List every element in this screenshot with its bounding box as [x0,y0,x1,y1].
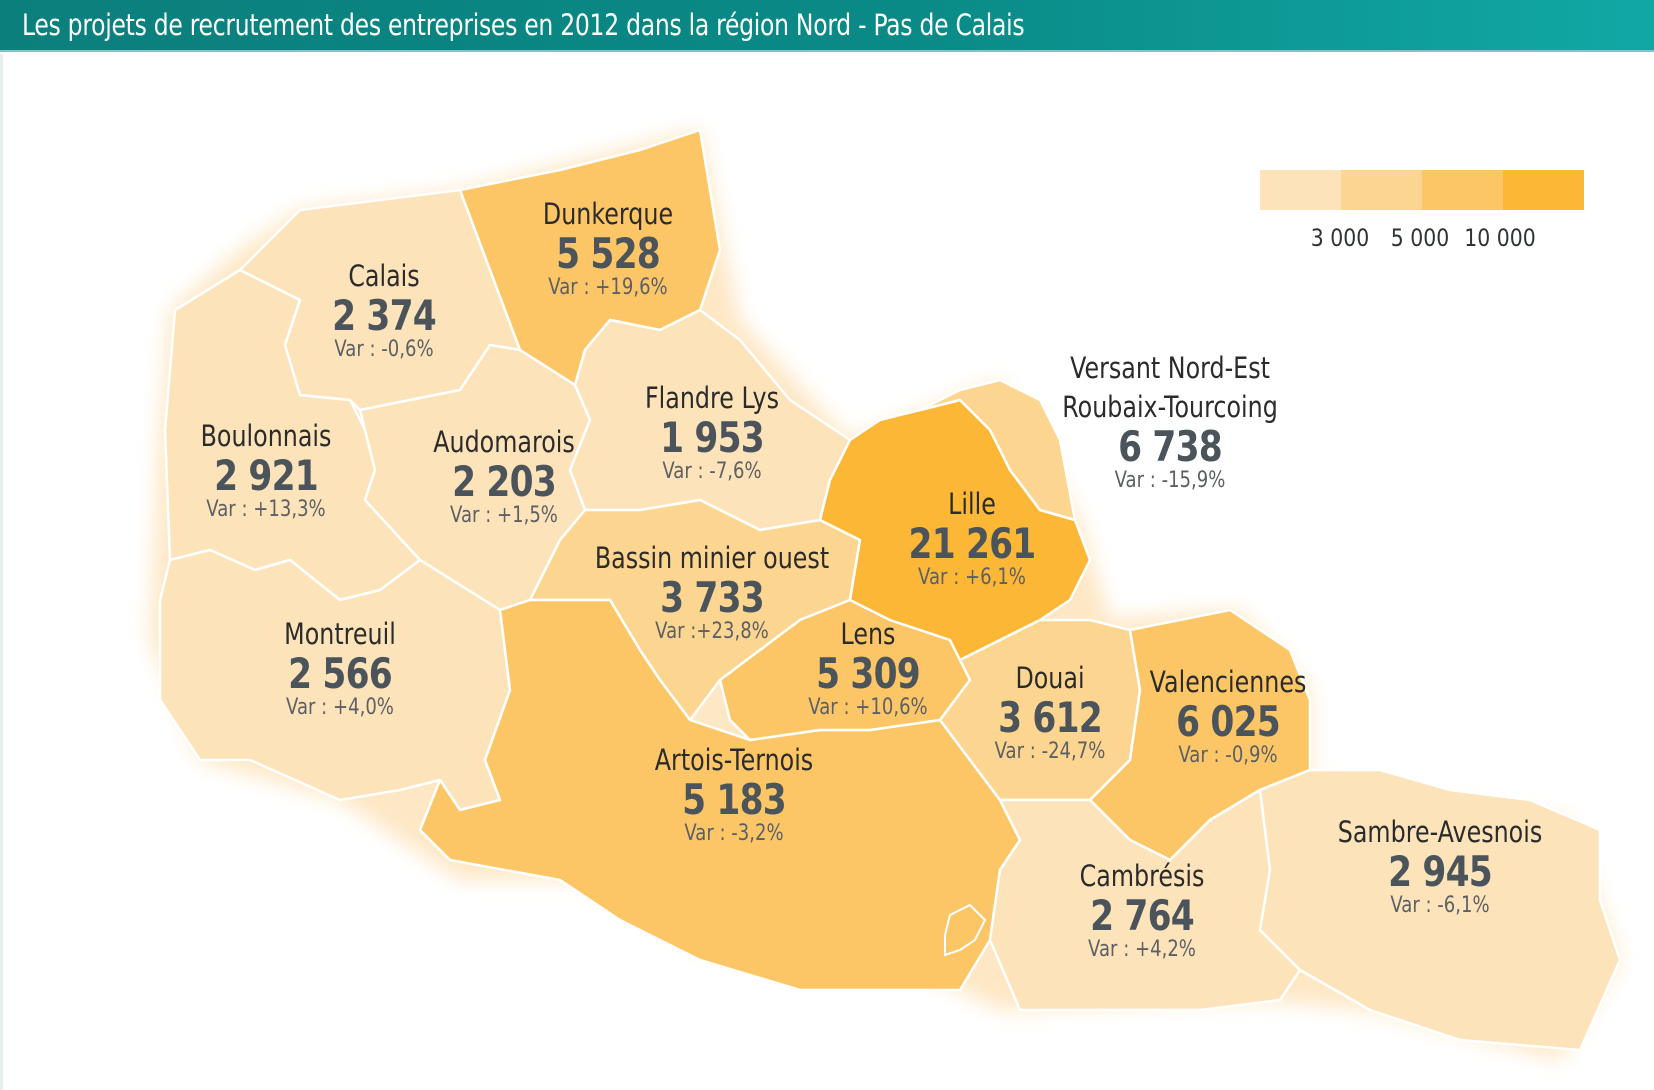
legend-color-scale [1260,170,1584,210]
region-variation: Var : +1,5% [450,503,558,528]
enclave-shape [944,903,987,957]
region-name: Boulonnais [200,419,332,453]
region-name: Cambrésis [1079,859,1205,893]
left-border [0,54,3,1090]
label-calais: Calais 2 374 Var : -0,6% [321,262,448,361]
legend-swatch-4 [1503,170,1584,210]
legend-swatch-2 [1341,170,1422,210]
region-value: 6 025 [1176,697,1281,746]
region-variation: Var : +10,6% [808,695,928,720]
region-name: Flandre Lys [644,381,780,415]
region-variation: Var : +19,6% [548,275,668,300]
legend-tick-3000: 3 000 [1310,224,1370,252]
region-variation: Var : -15,9% [1114,468,1226,493]
page-title: Les projets de recrutement des entrepris… [22,8,1025,42]
region-value: 5 528 [556,229,661,278]
region-name: Audomarois [433,425,575,459]
region-variation: Var : -0,9% [1178,743,1278,768]
region-name: Dunkerque [542,197,674,231]
label-cambresis: Cambrésis 2 764 Var : +4,2% [1066,862,1218,961]
label-versant-nord-est: Versant Nord-Est Roubaix-Tourcoing 6 738… [1039,354,1302,492]
region-variation: Var : -0,6% [334,337,434,362]
region-value: 5 183 [682,775,787,824]
region-variation: Var : -7,6% [662,459,762,484]
region-value: 21 261 [908,519,1037,568]
region-name: Valenciennes [1149,665,1307,699]
region-name: Lille [948,487,996,521]
label-audomarois: Audomarois 2 203 Var : +1,5% [418,428,591,527]
legend: 3 000 5 000 10 000 [1260,170,1584,254]
region-name: Artois-Ternois [654,743,814,777]
label-sambre-avesnois: Sambre-Avesnois 2 945 Var : -6,1% [1315,818,1564,917]
label-valenciennes: Valenciennes 6 025 Var : -0,9% [1132,668,1323,767]
region-value: 3 612 [998,693,1103,742]
region-name-line1: Versant Nord-Est [1070,351,1270,385]
region-versant-nord-est[interactable] [918,378,1077,522]
region-value: 5 309 [816,649,921,698]
region-variation: Var : +4,2% [1088,937,1196,962]
label-boulonnais: Boulonnais 2 921 Var : +13,3% [186,422,346,521]
region-value: 2 374 [332,291,437,340]
region-value: 6 738 [1118,422,1223,471]
region-value: 2 203 [452,457,557,506]
title-bar: Les projets de recrutement des entrepris… [0,0,1654,52]
region-value: 2 921 [214,451,319,500]
label-montreuil: Montreuil 2 566 Var : +4,0% [272,620,408,719]
region-value: 1 953 [660,413,765,462]
region-variation: Var : +6,1% [918,565,1026,590]
region-value: 2 764 [1090,891,1195,940]
region-name: Sambre-Avesnois [1337,815,1543,849]
legend-tick-5000: 5 000 [1390,224,1450,252]
region-value: 3 733 [660,573,765,622]
label-lille: Lille 21 261 Var : +6,1% [895,490,1050,589]
legend-swatch-1 [1260,170,1341,210]
region-name: Lens [840,617,896,651]
region-value: 2 945 [1388,847,1493,896]
legend-ticks: 3 000 5 000 10 000 [1260,224,1584,254]
region-name: Calais [348,259,420,293]
region-name: Bassin minier ouest [594,541,830,575]
region-value: 2 566 [288,649,393,698]
region-variation: Var : +13,3% [206,497,326,522]
region-variation: Var :+23,8% [655,619,769,644]
region-variation: Var : -24,7% [994,739,1106,764]
legend-tick-10000: 10 000 [1464,224,1536,252]
label-artois-ternois: Artois-Ternois 5 183 Var : -3,2% [637,746,830,845]
region-name-line2: Roubaix-Tourcoing [1062,390,1278,424]
label-douai: Douai 3 612 Var : -24,7% [982,664,1117,763]
label-bassin-minier-ouest: Bassin minier ouest 3 733 Var :+23,8% [569,544,855,643]
label-flandre-lys: Flandre Lys 1 953 Var : -7,6% [630,384,793,483]
region-variation: Var : +4,0% [286,695,394,720]
region-variation: Var : -6,1% [1390,893,1490,918]
region-name: Douai [1015,661,1085,695]
label-dunkerque: Dunkerque 5 528 Var : +19,6% [529,200,688,299]
label-lens: Lens 5 309 Var : +10,6% [795,620,941,719]
region-variation: Var : -3,2% [684,821,784,846]
legend-swatch-3 [1422,170,1503,210]
region-name: Montreuil [284,617,396,651]
region-sambre-avesnois[interactable] [1258,768,1622,1052]
